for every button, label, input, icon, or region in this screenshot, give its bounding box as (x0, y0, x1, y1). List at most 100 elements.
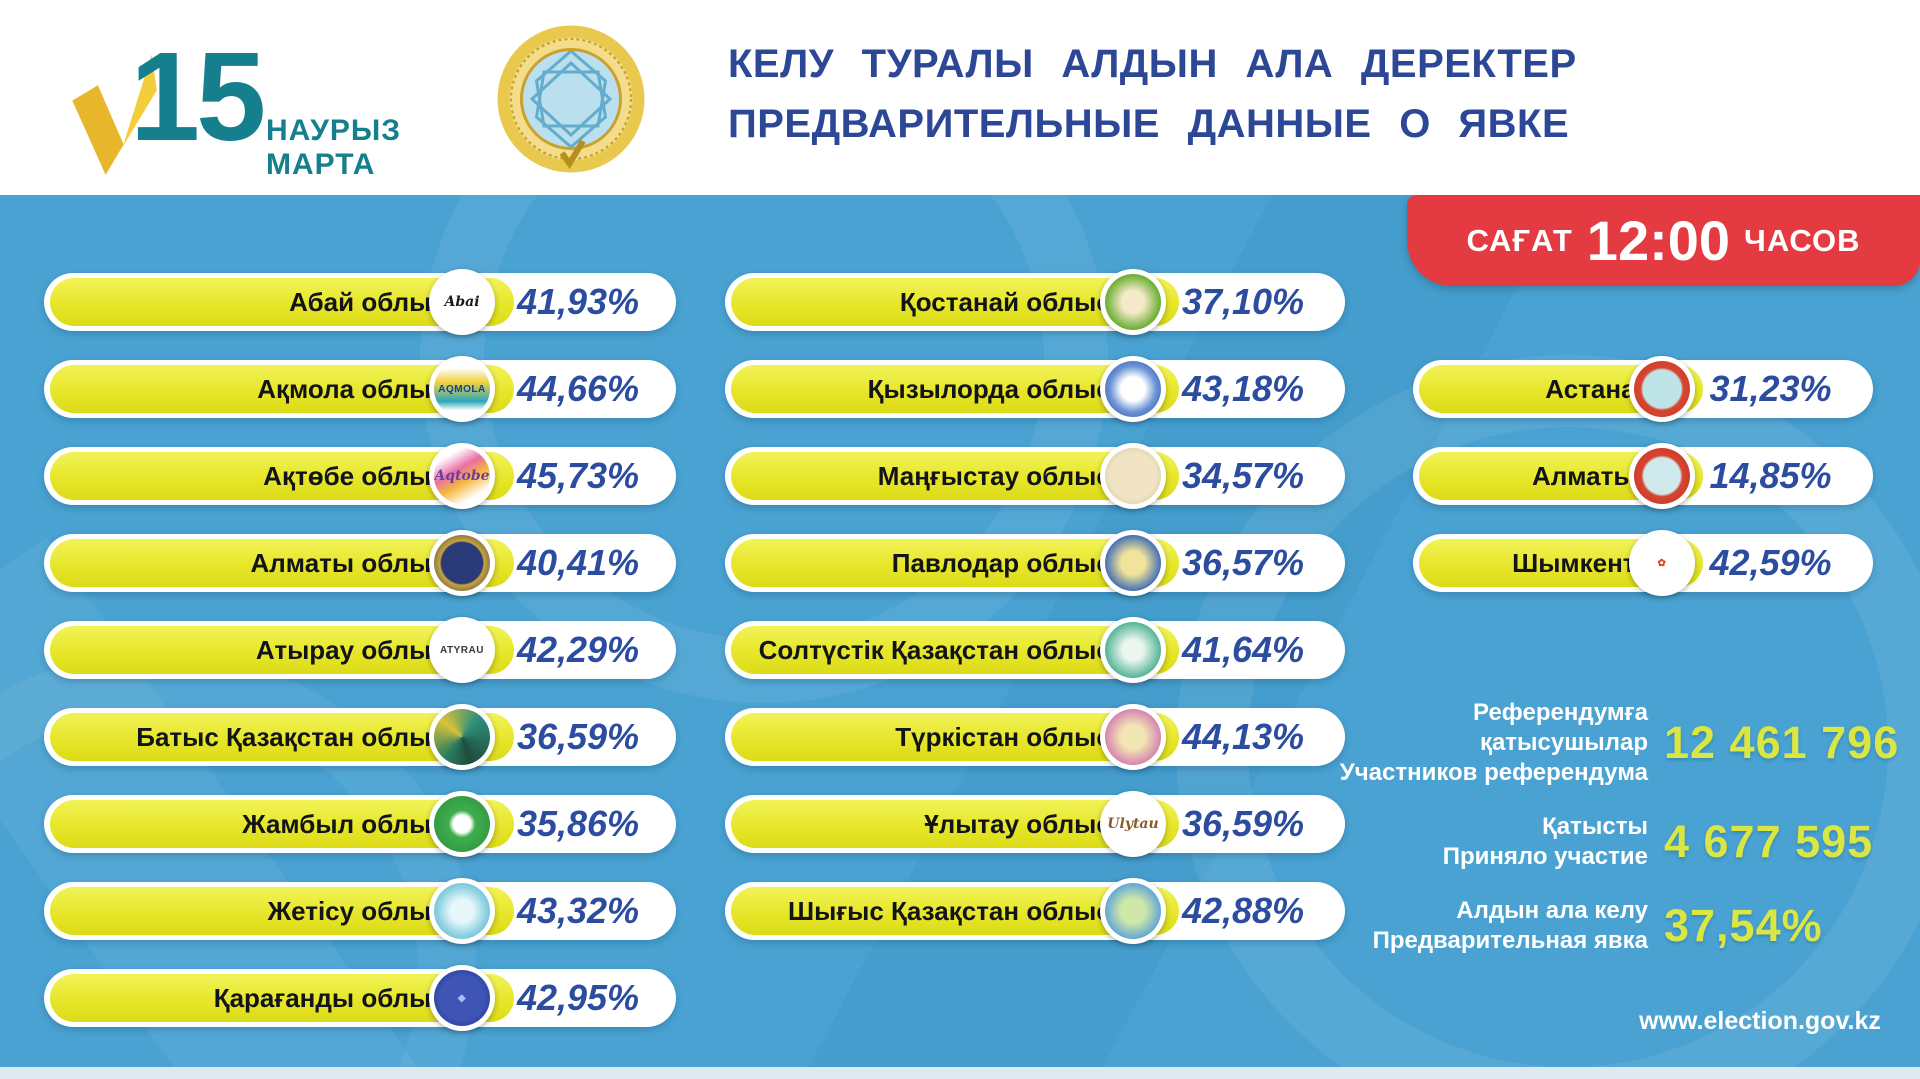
stat-value: 37,54% (1664, 900, 1823, 951)
emblem-astana-art (1634, 361, 1690, 417)
region-name: Қарағанды облысы (213, 982, 468, 1013)
turnout-value: 14,85% (1709, 455, 1832, 496)
region-row: Абай облысы Abai 41,93% (44, 269, 676, 335)
emblem-aqmola-text: AQMOLA (438, 383, 486, 395)
region-pill: Астана қ. 31,23% (1413, 356, 1873, 422)
stat-value: 4 677 595 (1664, 816, 1874, 867)
emblem-atyrau-icon: ATYRAU (429, 617, 495, 683)
region-pill: Маңғыстау облысы 34,57% (725, 443, 1345, 509)
region-pill: Солтүстік Қазақстан облысы 41,64% (725, 617, 1345, 683)
region-pill: Ұлытау облысы Ulytau 36,59% (725, 791, 1345, 857)
emblem-turkistan-icon (1100, 704, 1166, 770)
emblem-abai-icon: Abai (429, 269, 495, 335)
region-name: Түркістан облысы (895, 721, 1133, 752)
emblem-shygys-qazaqstan-icon (1100, 878, 1166, 944)
emblem-atyrau-text: ATYRAU (440, 644, 484, 656)
emblem-karaganda-art: ◆ (434, 970, 490, 1026)
total-stat-row: Алдын ала келу Предварительная явка 37,54% (1318, 896, 1910, 956)
emblem-pavlodar-art (1105, 535, 1161, 591)
turnout-value: 36,59% (1181, 803, 1305, 844)
bottom-strip (0, 1067, 1920, 1079)
emblem-kostanay-icon (1100, 269, 1166, 335)
month-ru: МАРТА (266, 147, 376, 181)
emblem-almaty-region-art (434, 535, 490, 591)
emblem-shymkent-icon: ✿ (1629, 530, 1695, 596)
region-row: Алматы облысы 40,41% (44, 530, 676, 596)
emblem-karaganda-icon: ◆ (429, 965, 495, 1031)
emblem-kyzylorda-icon (1100, 356, 1166, 422)
region-name: Қостанай облысы (899, 286, 1133, 317)
emblem-kostanay-art (1105, 274, 1161, 330)
emblem-karaganda-text: ◆ (457, 992, 467, 1004)
region-row: Алматы қ. 14,85% (1413, 443, 1873, 509)
emblem-pavlodar-icon (1100, 530, 1166, 596)
region-pill: Қарағанды облысы ◆ 42,95% (44, 965, 676, 1031)
region-pill: Батыс Қазақстан облысы 36,59% (44, 704, 676, 770)
regions-column-middle: Қостанай облысы 37,10% Қызылорда облысы 43,… (725, 269, 1345, 969)
region-pill: Шығыс Қазақстан облысы 42,88% (725, 878, 1345, 944)
emblem-mangystau-icon (1100, 443, 1166, 509)
time-suffix: ЧАСОВ (1744, 222, 1861, 258)
emblem-zhetisu-art (434, 883, 490, 939)
region-name: Маңғыстау облысы (877, 460, 1133, 491)
emblem-aqmola-art: AQMOLA (434, 361, 490, 417)
stat-label-kk: Қатысты (1542, 813, 1648, 840)
emblem-aqtobe-art: Aqtobe (434, 448, 490, 504)
region-row: Маңғыстау облысы 34,57% (725, 443, 1345, 509)
emblem-ulytau-art: Ulytau (1105, 796, 1161, 852)
time-badge: САҒАТ 12:00 ЧАСОВ (1407, 195, 1920, 286)
turnout-value: 42,59% (1709, 542, 1832, 583)
total-stat-labels: Алдын ала келу Предварительная явка (1318, 896, 1648, 956)
website-link[interactable]: www.election.gov.kz (1639, 1007, 1881, 1035)
turnout-value: 31,23% (1709, 368, 1832, 409)
emblem-aqtobe-icon: Aqtobe (429, 443, 495, 509)
total-stat-labels: Қатысты Приняло участие (1318, 812, 1648, 872)
turnout-value: 43,18% (1181, 368, 1305, 409)
region-name: Солтүстік Қазақстан облысы (758, 634, 1133, 665)
stat-label-kk: Алдын ала келу (1456, 897, 1648, 924)
emblem-kyzylorda-art (1105, 361, 1161, 417)
stat-value: 12 461 796 (1664, 717, 1900, 768)
emblem-abai-text: Abai (444, 294, 480, 310)
region-row: Астана қ. 31,23% (1413, 356, 1873, 422)
emblem-batys-qazaqstan-art (434, 709, 490, 765)
region-pill: Қостанай облысы 37,10% (725, 269, 1345, 335)
region-name: Батыс Қазақстан облысы (136, 721, 468, 752)
region-pill: Абай облысы Abai 41,93% (44, 269, 676, 335)
region-row: Атырау облысы ATYRAU 42,29% (44, 617, 676, 683)
central-referendum-commission-seal-icon (497, 25, 645, 173)
region-pill: Ақмола облысы AQMOLA 44,66% (44, 356, 676, 422)
time-value: 12:00 (1586, 209, 1731, 272)
turnout-value: 34,57% (1181, 455, 1305, 496)
region-pill: Алматы қ. 14,85% (1413, 443, 1873, 509)
emblem-shygys-qazaqstan-art (1105, 883, 1161, 939)
emblem-mangystau-art (1105, 448, 1161, 504)
date-day: 15 (130, 26, 266, 167)
emblem-zhambyl-icon (429, 791, 495, 857)
region-pill: Шымкент қ. ✿ 42,59% (1413, 530, 1873, 596)
title-kazakh: КЕЛУ ТУРАЛЫ АЛДЫН АЛА ДЕРЕКТЕР (728, 42, 1577, 86)
stat-label-ru: Участников референдума (1339, 759, 1648, 786)
turnout-value: 43,32% (516, 890, 640, 931)
region-name: Шығыс Қазақстан облысы (787, 895, 1133, 926)
region-pill: Қызылорда облысы 43,18% (725, 356, 1345, 422)
emblem-almaty-city-art (1634, 448, 1690, 504)
emblem-batys-qazaqstan-icon (429, 704, 495, 770)
turnout-value: 41,64% (1181, 629, 1305, 670)
region-row: Жамбыл облысы 35,86% (44, 791, 676, 857)
region-name: Павлодар облысы (891, 547, 1133, 578)
region-pill: Атырау облысы ATYRAU 42,29% (44, 617, 676, 683)
region-row: Қызылорда облысы 43,18% (725, 356, 1345, 422)
region-row: Шымкент қ. ✿ 42,59% (1413, 530, 1873, 596)
emblem-astana-icon (1629, 356, 1695, 422)
emblem-turkistan-art (1105, 709, 1161, 765)
region-name: Ұлытау облысы (924, 808, 1133, 839)
region-row: Ақтөбе облысы Aqtobe 45,73% (44, 443, 676, 509)
region-row: Түркістан облысы 44,13% (725, 704, 1345, 770)
total-stat-labels: Референдумға қатысушылар Участников рефер… (1318, 698, 1648, 788)
stat-label-kk: Референдумға қатысушылар (1473, 699, 1648, 756)
total-stat-row: Референдумға қатысушылар Участников рефер… (1318, 698, 1910, 788)
emblem-soltustik-qazaqstan-art (1105, 622, 1161, 678)
date-months: НАУРЫЗ МАРТА (266, 114, 401, 181)
totals-block: Референдумға қатысушылар Участников рефер… (1318, 698, 1910, 980)
